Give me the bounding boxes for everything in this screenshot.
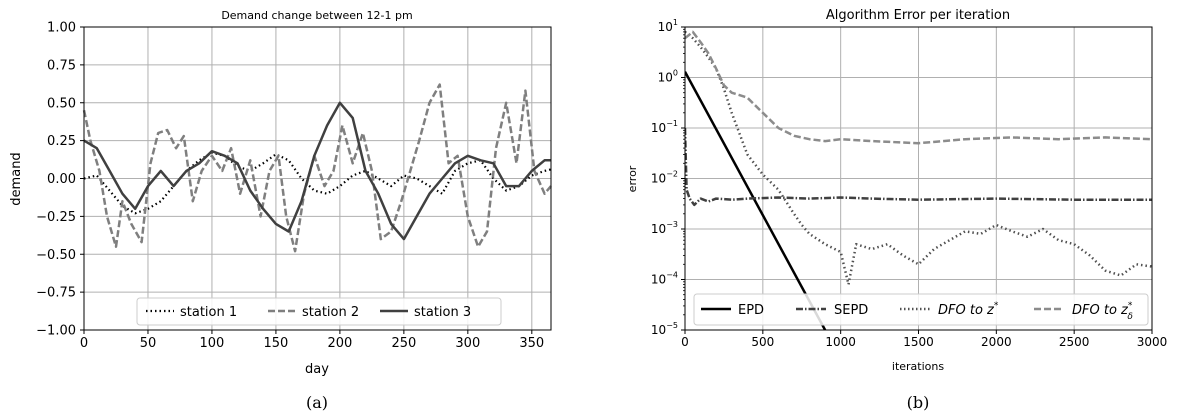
x-tick-label: 150 [264,336,289,351]
x-tick-label: 3000 [1137,335,1168,349]
panel-caption-a: (a) [306,393,328,412]
legend-label-sepd: SEPD [834,303,868,318]
y-tick-label: −1.00 [36,324,76,339]
legend-label-dfo-z-star: DFO to z* [938,301,999,318]
x-tick-label: 250 [391,336,416,351]
y-tick-label: 0.00 [47,172,76,187]
series-line-station-2 [82,83,552,253]
legend-label-sup: * [1128,301,1133,311]
y-tick-label: −0.75 [36,286,76,301]
legend-label-dfo-z-delta: DFO to z* δ [1072,301,1133,322]
legend-label-station-2: station 2 [302,305,359,320]
y-axis-label: demand [9,152,24,205]
demand-chart: 0 50 100 150 200 250 300 350 −1.00 −0.75 −0.50 −0.2… [9,9,552,412]
y-tick-label: 1.00 [47,21,76,36]
tick-marks: 0 500 1000 1500 2000 2500 3000 10−5 10−4 10−3 10−2… [651,18,1167,349]
y-tick-label: 0.25 [47,134,76,149]
x-tick-label: 0 [681,335,689,349]
series-line-1 [685,71,827,330]
x-tick-label: 0 [80,336,88,351]
legend-label-sub: δ [1127,312,1133,322]
series-line-4 [685,30,1152,145]
y-tick-label: −0.50 [36,248,76,263]
legend-label-station-3: station 3 [414,305,471,320]
y-tick-label: −0.25 [36,210,76,225]
legend-box [136,297,502,326]
tick-marks: 0 50 100 150 200 250 300 350 −1.00 −0.75 −0.50 −0.2… [36,21,544,352]
x-tick-label: 500 [751,335,774,349]
y-tick-label: 10−3 [651,220,678,236]
legend-label-sup: * [994,301,999,311]
legend-label-main: DFO to z [938,303,995,318]
y-axis-label: error [626,165,639,192]
grid [684,26,1153,331]
y-tick-label: 10−1 [651,119,678,135]
y-tick-label: 0.50 [47,96,76,111]
x-axis-label: day [305,362,329,377]
series-line-2 [685,127,1152,207]
x-tick-label: 200 [327,336,352,351]
series-line-station-1 [83,151,552,215]
error-chart: 0 500 1000 1500 2000 2500 3000 10−5 10−4 10−3 10−2… [626,8,1167,412]
x-tick-label: 2500 [1059,335,1090,349]
chart-title: Demand change between 12-1 pm [221,9,412,22]
y-tick-label: 0.75 [47,58,76,73]
legend-label-station-1: station 1 [180,305,237,320]
y-tick-label: 10−5 [651,321,678,337]
series-line-station-3 [83,101,551,241]
legend: EPD SEPD DFO to z* DFO to z* δ [693,293,1149,326]
y-tick-label: 101 [658,18,678,34]
x-tick-label: 2000 [981,335,1012,349]
y-tick-label: 10−2 [651,170,678,186]
x-tick-label: 1000 [825,335,856,349]
x-axis-label: iterations [892,360,944,373]
series-lines [82,83,552,253]
legend: station 1 station 2 station 3 [136,297,502,326]
legend-label-main: DFO to z [1072,303,1129,318]
legend-label-epd: EPD [738,303,764,318]
series-line-3 [685,30,1152,286]
panel-caption-b: (b) [907,393,930,412]
x-tick-label: 300 [455,336,480,351]
series-lines [685,30,1152,330]
x-tick-label: 1500 [903,335,934,349]
y-tick-label: 10−4 [651,271,678,287]
x-tick-label: 50 [140,336,157,351]
x-tick-label: 100 [200,336,225,351]
x-tick-label: 350 [519,336,544,351]
chart-title: Algorithm Error per iteration [826,8,1010,23]
y-tick-label: 100 [658,69,678,85]
